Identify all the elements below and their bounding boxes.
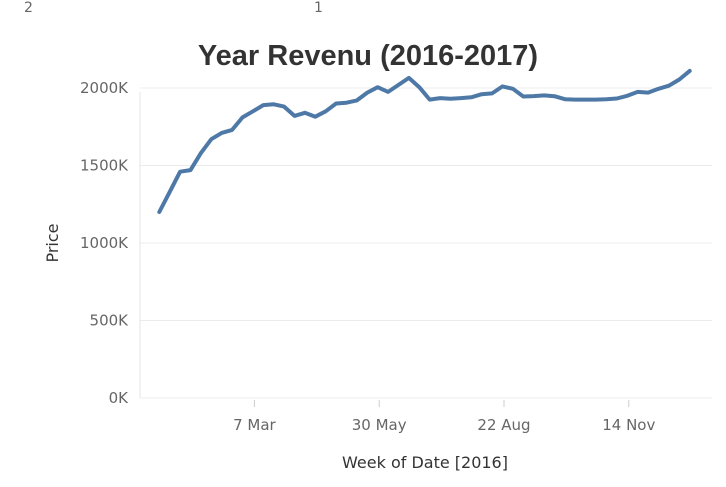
y-tick-label: 1000K <box>80 234 129 252</box>
x-tick-label: 30 May <box>352 416 407 434</box>
y-tick-label: 0K <box>109 389 130 407</box>
y-axis-ticks: 0K 500K 1000K 1500K 2000K <box>80 79 129 407</box>
revenue-line <box>157 68 692 214</box>
y-tick-label: 2000K <box>80 79 129 97</box>
x-tick-label: 7 Mar <box>233 416 276 434</box>
y-tick-label: 1500K <box>80 157 129 175</box>
x-axis-title: Week of Date [2016] <box>342 453 508 472</box>
series-layer <box>157 68 692 214</box>
y-tick-label: 500K <box>90 312 130 330</box>
x-tick-label: 14 Nov <box>602 416 655 434</box>
x-axis-ticks: 7 Mar 30 May 22 Aug 14 Nov <box>233 400 655 434</box>
x-tick-label: 22 Aug <box>477 416 530 434</box>
corner-label-right: 1 <box>314 0 323 16</box>
grid-layer <box>140 87 712 399</box>
chart-title: Year Revenu (2016-2017) <box>197 40 539 72</box>
y-axis-title: Price <box>43 223 62 262</box>
corner-label-left: 2 <box>24 0 33 16</box>
